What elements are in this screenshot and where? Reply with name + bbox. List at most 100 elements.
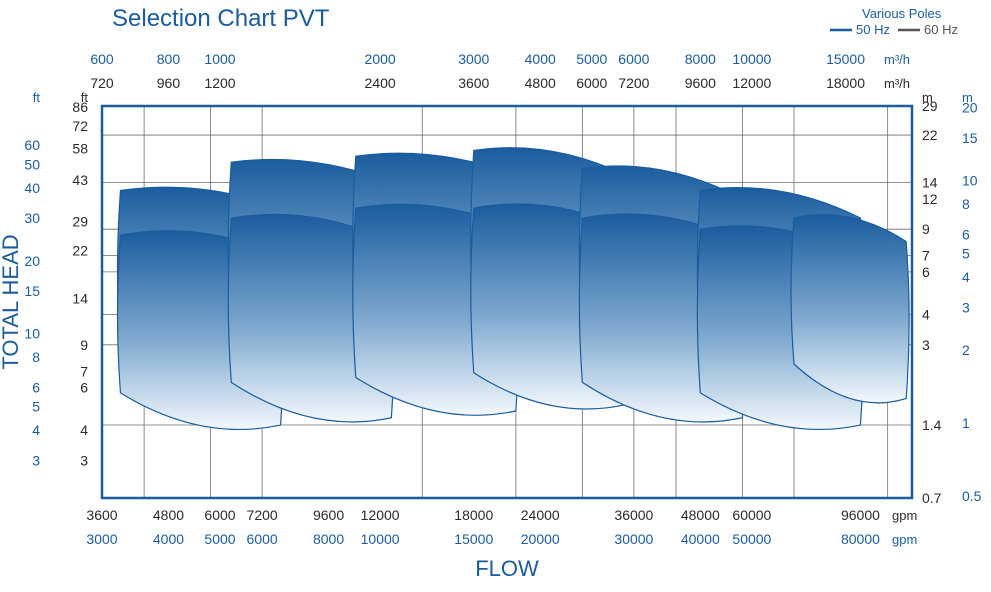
x-top-60-unit: m³/h <box>884 76 910 91</box>
x-bot-50-tick: 10000 <box>361 531 400 547</box>
y-right-60-tick: 3 <box>922 337 930 353</box>
x-top-50-tick: 600 <box>90 51 114 67</box>
x-top-50-tick: 1000 <box>204 51 235 67</box>
y-right-50-tick: 1 <box>962 415 970 431</box>
x-bot-50-unit: gpm <box>892 532 917 547</box>
legend-60hz-label: 60 Hz <box>924 22 958 37</box>
y-right-60-tick: 6 <box>922 264 930 280</box>
y-right-50-tick: 4 <box>962 269 970 285</box>
y-left-60-tick: 43 <box>72 172 88 188</box>
x-bot-60-tick: 7200 <box>247 507 278 523</box>
y-left-50-tick: 30 <box>24 210 40 226</box>
y-left-50-tick: 60 <box>24 137 40 153</box>
y-left-50-tick: 50 <box>24 156 40 172</box>
x-top-50-tick: 3000 <box>458 51 489 67</box>
y-right-60-tick: 22 <box>922 127 938 143</box>
y-left-50-tick: 4 <box>32 422 40 438</box>
x-bot-60-tick: 6000 <box>204 507 235 523</box>
y-left-50-unit: ft <box>33 90 41 105</box>
y-left-60-tick: 58 <box>72 141 88 157</box>
x-bot-60-tick: 24000 <box>521 507 560 523</box>
y-right-50-tick: 10 <box>962 173 978 189</box>
y-left-60-tick: 6 <box>80 379 88 395</box>
y-right-50-tick: 15 <box>962 130 978 146</box>
x-top-60-tick: 960 <box>157 75 181 91</box>
chart-title: Selection Chart PVT <box>112 5 330 32</box>
y-left-60-tick: 14 <box>72 290 88 306</box>
x-bot-60-unit: gpm <box>892 508 917 523</box>
x-top-60-tick: 6000 <box>576 75 607 91</box>
x-bot-50-tick: 6000 <box>247 531 278 547</box>
x-top-50-tick: 15000 <box>826 51 865 67</box>
x-top-60-tick: 4800 <box>525 75 556 91</box>
y-right-60-tick: 1.4 <box>922 417 942 433</box>
x-bot-60-tick: 60000 <box>732 507 771 523</box>
y-left-50-tick: 8 <box>32 349 40 365</box>
x-bot-60-tick: 9600 <box>313 507 344 523</box>
y-right-50-unit: m <box>962 90 973 105</box>
x-bot-50-tick: 80000 <box>841 531 880 547</box>
y-left-60-tick: 7 <box>80 363 88 379</box>
y-left-50-tick: 5 <box>32 399 40 415</box>
y-left-50-tick: 3 <box>32 452 40 468</box>
y-right-60-tick: 14 <box>922 175 938 191</box>
x-bot-50-tick: 20000 <box>521 531 560 547</box>
y-left-50-tick: 6 <box>32 379 40 395</box>
x-top-50-tick: 4000 <box>525 51 556 67</box>
x-bot-60-tick: 36000 <box>614 507 653 523</box>
pump-curve-region <box>791 215 909 403</box>
x-top-50-tick: 800 <box>157 51 181 67</box>
x-top-50-tick: 8000 <box>685 51 716 67</box>
y-left-60-tick: 22 <box>72 243 88 259</box>
y-right-60-tick: 4 <box>922 307 930 323</box>
x-top-60-tick: 18000 <box>826 75 865 91</box>
y-left-50-tick: 10 <box>24 326 40 342</box>
x-top-50-unit: m³/h <box>884 52 910 67</box>
x-axis-title: FLOW <box>475 556 539 581</box>
y-right-60-tick: 0.7 <box>922 490 942 506</box>
x-bot-60-tick: 3600 <box>86 507 117 523</box>
y-left-50-tick: 40 <box>24 180 40 196</box>
y-left-50-tick: 15 <box>24 283 40 299</box>
x-top-60-tick: 9600 <box>685 75 716 91</box>
x-bot-60-tick: 4800 <box>153 507 184 523</box>
x-top-50-tick: 10000 <box>732 51 771 67</box>
y-right-60-tick: 12 <box>922 191 938 207</box>
x-bot-50-tick: 30000 <box>614 531 653 547</box>
x-bot-60-tick: 12000 <box>361 507 400 523</box>
y-right-50-tick: 0.5 <box>962 488 982 504</box>
x-top-60-tick: 7200 <box>618 75 649 91</box>
x-bot-60-tick: 96000 <box>841 507 880 523</box>
y-left-60-tick: 9 <box>80 337 88 353</box>
x-top-50-tick: 2000 <box>365 51 396 67</box>
y-right-50-tick: 8 <box>962 196 970 212</box>
y-left-60-tick: 3 <box>80 452 88 468</box>
x-top-50-tick: 6000 <box>618 51 649 67</box>
y-axis-title: TOTAL HEAD <box>0 234 23 369</box>
x-top-50-tick: 5000 <box>576 51 607 67</box>
x-bot-50-tick: 5000 <box>204 531 235 547</box>
x-bot-50-tick: 50000 <box>732 531 771 547</box>
x-top-60-tick: 720 <box>90 75 114 91</box>
y-right-50-tick: 2 <box>962 342 970 358</box>
x-top-60-tick: 12000 <box>732 75 771 91</box>
y-right-60-tick: 9 <box>922 221 930 237</box>
y-left-60-tick: 29 <box>72 214 88 230</box>
legend-50hz-label: 50 Hz <box>856 22 890 37</box>
y-right-60-unit: m <box>922 90 933 105</box>
x-bot-50-tick: 40000 <box>681 531 720 547</box>
x-bot-50-tick: 8000 <box>313 531 344 547</box>
y-left-60-tick: 72 <box>72 118 88 134</box>
x-bot-50-tick: 15000 <box>454 531 493 547</box>
x-bot-60-tick: 48000 <box>681 507 720 523</box>
x-bot-50-tick: 4000 <box>153 531 184 547</box>
x-bot-60-tick: 18000 <box>454 507 493 523</box>
y-left-60-tick: 4 <box>80 422 88 438</box>
x-top-60-tick: 3600 <box>458 75 489 91</box>
x-top-60-tick: 1200 <box>204 75 235 91</box>
y-right-50-tick: 6 <box>962 226 970 242</box>
y-right-50-tick: 5 <box>962 245 970 261</box>
y-left-50-tick: 20 <box>24 253 40 269</box>
y-left-60-unit: ft <box>81 90 89 105</box>
x-bot-50-tick: 3000 <box>86 531 117 547</box>
